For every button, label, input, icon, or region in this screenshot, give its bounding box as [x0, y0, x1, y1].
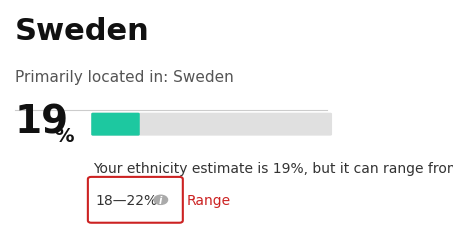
FancyBboxPatch shape — [91, 113, 332, 136]
Text: Sweden: Sweden — [15, 17, 149, 46]
Text: %: % — [54, 127, 73, 146]
Text: Primarily located in: Sweden: Primarily located in: Sweden — [15, 70, 234, 85]
Circle shape — [154, 195, 168, 204]
Text: Your ethnicity estimate is 19%, but it can range from: Your ethnicity estimate is 19%, but it c… — [93, 161, 453, 175]
Text: Range: Range — [186, 193, 230, 207]
Text: i: i — [159, 195, 163, 205]
Text: 18—22%.: 18—22%. — [96, 193, 162, 207]
Text: 19: 19 — [15, 103, 69, 141]
FancyBboxPatch shape — [91, 113, 140, 136]
FancyBboxPatch shape — [88, 177, 183, 223]
